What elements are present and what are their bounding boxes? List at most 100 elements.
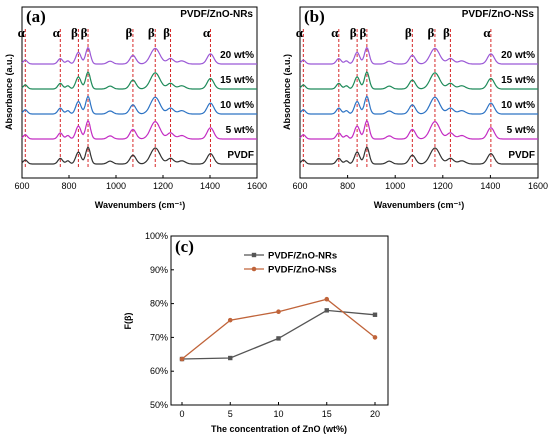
legend: PVDF/ZnO-NRs PVDF/ZnO-NSs [244,251,337,276]
data-point-marker [372,312,378,317]
spectrum-curve [299,119,538,140]
data-point-marker [276,309,281,315]
y-axis-label: Absorbance (a.u.) [4,54,14,130]
y-axis-label: Absorbance (a.u.) [282,54,292,130]
x-tick-label: 1600 [247,181,267,191]
spectrum-curve [299,95,538,115]
concentration-label: 20 wt% [220,50,254,61]
legend-swatch-marker [251,252,257,258]
x-axis-ticks: 600 800 1000 1200 1400 1600 [14,175,267,191]
x-tick-label: 1200 [433,181,453,191]
x-tick-label: 20 [370,409,380,419]
x-tick-label: 1600 [528,181,548,191]
peak-label: α [483,25,491,40]
y-axis-label: F(β) [123,313,133,330]
spectrum-curve [21,95,257,115]
concentration-label: 5 wt% [507,125,535,136]
spectrum-curve [21,46,257,65]
y-tick-label: 70% [150,332,168,342]
spectrum-curve [21,71,257,90]
x-tick-label: 600 [14,181,29,191]
peak-label: β [443,25,450,40]
peak-label: β [125,25,132,40]
x-tick-label: 15 [322,409,332,419]
y-axis-ticks: 50% 60% 70% 80% 90% 100% [145,231,174,410]
x-tick-label: 10 [273,409,283,419]
plot-frame [21,6,258,179]
peak-label: α [331,25,339,40]
peak-label: β [350,25,357,40]
spectrum-curve [299,71,538,90]
x-axis-label: Wavenumbers (cm⁻¹) [374,200,464,210]
peak-label: β [163,25,170,40]
legend-label: PVDF/ZnO-NSs [268,265,337,276]
y-tick-label: 50% [150,400,168,410]
concentration-label: PVDF [508,150,535,161]
series-line [181,309,376,360]
peak-label: α [296,25,304,40]
x-tick-label: 1000 [385,181,405,191]
peak-label: β [405,25,412,40]
concentration-label: 10 wt% [220,100,254,111]
x-tick-label: 800 [61,181,76,191]
x-axis-ticks: 0 5 10 15 20 [179,402,380,419]
plot-frame [299,6,539,179]
concentration-label: 20 wt% [501,50,535,61]
x-tick-label: 5 [228,409,233,419]
peak-label: β [148,25,155,40]
peak-label: β [81,25,88,40]
spectrum-curve [299,146,538,165]
series-line [181,298,376,360]
data-point-marker [276,336,281,341]
data-point-marker [228,355,233,361]
y-tick-label: 100% [145,231,168,241]
spectrum-curve [21,146,257,165]
x-tick-label: 1400 [200,181,220,191]
concentration-labels: 20 wt% 15 wt% 10 wt% 5 wt% PVDF [220,50,254,161]
peak-label: β [71,25,78,40]
legend-swatch-marker [251,266,257,272]
concentration-labels: 20 wt% 15 wt% 10 wt% 5 wt% PVDF [501,50,535,161]
concentration-label: 10 wt% [501,100,535,111]
peak-label: α [203,25,211,40]
peak-label: α [53,25,61,40]
plot-frame [170,235,389,406]
peak-label: α [18,25,26,40]
spectrum-curve [21,119,257,140]
peak-label: β [359,25,366,40]
series-lines [179,296,378,362]
legend-label: PVDF/ZnO-NRs [268,251,337,262]
panel-label: (c) [175,237,194,256]
x-tick-label: 0 [179,409,184,419]
data-point-marker [372,335,378,340]
concentration-label: 15 wt% [220,75,254,86]
x-axis-label: Wavenumbers (cm⁻¹) [95,200,185,210]
concentration-label: PVDF [227,150,254,161]
data-point-marker [227,317,233,323]
panel-label: (b) [304,7,325,26]
x-tick-label: 1000 [106,181,126,191]
concentration-label: 5 wt% [226,125,254,136]
fbeta-panel: 50% 60% 70% 80% 90% 100% 0 5 10 15 20 (c) The con… [123,231,389,434]
panel-title: PVDF/ZnO-NRs [180,9,253,20]
data-point-marker [324,296,330,302]
peak-label: β [428,25,435,40]
y-tick-label: 90% [150,265,168,275]
x-axis-ticks: 600 800 1000 1200 1400 1600 [292,175,548,191]
y-tick-label: 60% [150,366,168,376]
panel-title: PVDF/ZnO-NSs [462,9,535,20]
y-tick-label: 80% [150,299,168,309]
x-tick-label: 800 [340,181,355,191]
spectra-curves [299,46,538,165]
spectrum-curve [299,46,538,65]
x-tick-label: 1400 [480,181,500,191]
x-axis-label: The concentration of ZnO (wt%) [211,424,347,434]
x-tick-label: 1200 [153,181,173,191]
panel-label: (a) [26,7,46,26]
data-point-marker [179,356,185,362]
